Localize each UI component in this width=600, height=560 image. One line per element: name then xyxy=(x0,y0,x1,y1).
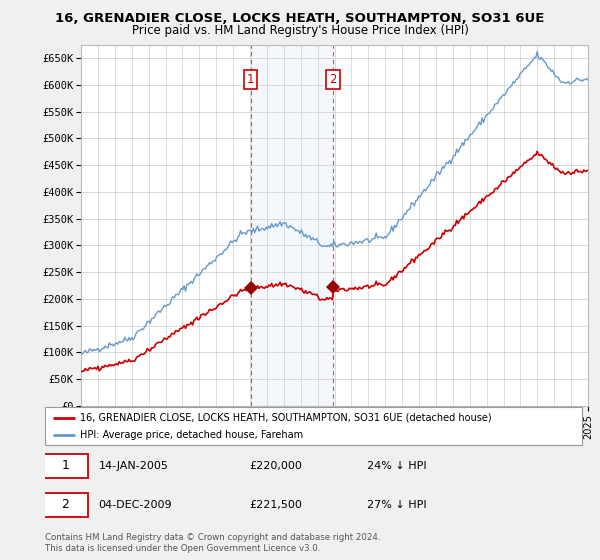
Text: 2: 2 xyxy=(61,498,69,511)
FancyBboxPatch shape xyxy=(43,493,88,517)
Text: 24% ↓ HPI: 24% ↓ HPI xyxy=(367,461,427,471)
Text: £221,500: £221,500 xyxy=(249,500,302,510)
Text: 2: 2 xyxy=(329,73,337,86)
Text: £220,000: £220,000 xyxy=(249,461,302,471)
Bar xyxy=(251,45,333,406)
FancyBboxPatch shape xyxy=(43,454,88,478)
Text: 14-JAN-2005: 14-JAN-2005 xyxy=(98,461,169,471)
Text: 04-DEC-2009: 04-DEC-2009 xyxy=(98,500,172,510)
Text: Contains HM Land Registry data © Crown copyright and database right 2024.
This d: Contains HM Land Registry data © Crown c… xyxy=(45,533,380,553)
Text: 16, GRENADIER CLOSE, LOCKS HEATH, SOUTHAMPTON, SO31 6UE: 16, GRENADIER CLOSE, LOCKS HEATH, SOUTHA… xyxy=(55,12,545,25)
Text: 27% ↓ HPI: 27% ↓ HPI xyxy=(367,500,427,510)
Text: HPI: Average price, detached house, Fareham: HPI: Average price, detached house, Fare… xyxy=(80,430,303,440)
Text: 1: 1 xyxy=(61,459,69,473)
Text: 1: 1 xyxy=(247,73,254,86)
Text: 16, GRENADIER CLOSE, LOCKS HEATH, SOUTHAMPTON, SO31 6UE (detached house): 16, GRENADIER CLOSE, LOCKS HEATH, SOUTHA… xyxy=(80,413,491,423)
FancyBboxPatch shape xyxy=(45,407,582,445)
Text: Price paid vs. HM Land Registry's House Price Index (HPI): Price paid vs. HM Land Registry's House … xyxy=(131,24,469,36)
